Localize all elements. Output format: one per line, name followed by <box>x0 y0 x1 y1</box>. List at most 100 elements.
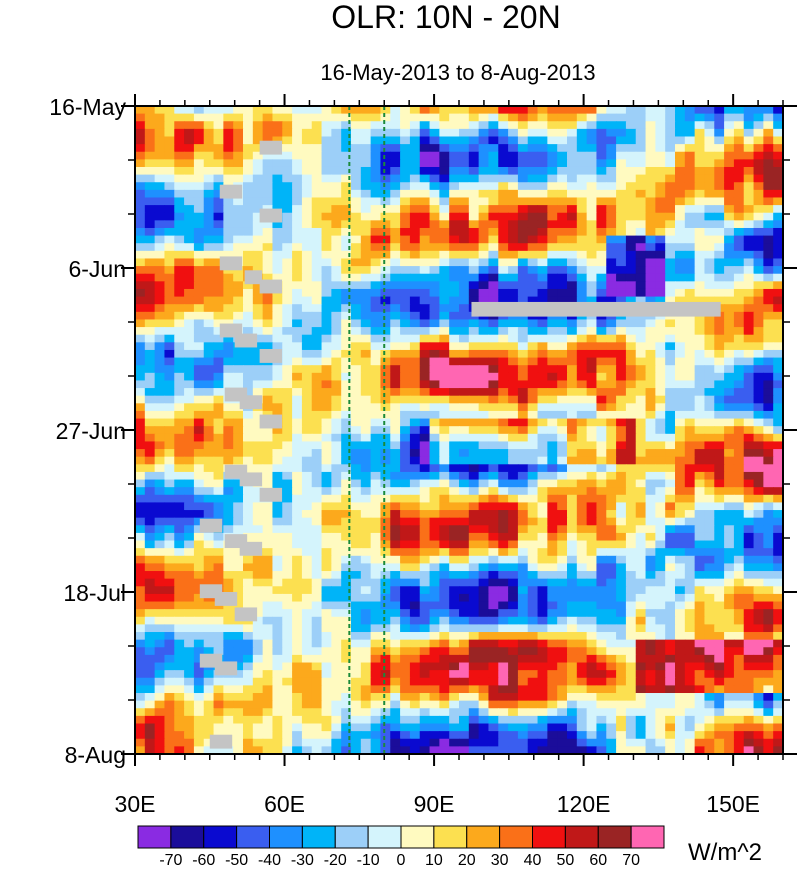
heat-cell <box>203 670 215 679</box>
heat-cell <box>292 365 303 374</box>
heat-cell <box>282 113 293 122</box>
heat-cell <box>351 571 362 580</box>
heat-cell <box>400 456 411 465</box>
heat-cell <box>547 106 558 115</box>
heat-cell <box>714 395 725 404</box>
heat-cell <box>449 197 460 206</box>
heat-cell <box>331 639 342 648</box>
heat-cell <box>537 548 548 557</box>
heat-cell <box>419 235 431 244</box>
heat-cell <box>262 578 274 587</box>
heat-cell <box>459 494 470 504</box>
heat-cell <box>429 334 440 343</box>
heat-cell <box>743 296 755 305</box>
heat-cell <box>184 479 195 488</box>
heat-cell <box>154 647 166 656</box>
heat-cell <box>311 144 323 153</box>
heat-cell <box>606 266 617 275</box>
heat-cell <box>625 479 637 488</box>
heat-cell <box>193 189 205 199</box>
heat-cell <box>311 433 323 443</box>
heat-cell <box>527 197 539 206</box>
heat-cell <box>213 106 224 115</box>
heat-cell <box>586 388 598 397</box>
heat-cell <box>655 388 666 397</box>
heat-cell <box>567 258 578 267</box>
heat-cell <box>203 349 215 359</box>
heat-cell <box>360 136 372 145</box>
heat-cell <box>400 334 411 343</box>
heat-cell <box>380 586 391 595</box>
heat-cell <box>665 334 676 343</box>
heat-cell <box>439 106 450 115</box>
heat-cell <box>449 144 460 153</box>
heat-cell <box>498 235 509 244</box>
heat-cell <box>321 532 332 542</box>
heat-cell <box>213 220 224 229</box>
heat-cell <box>321 182 332 191</box>
heat-cell <box>233 487 244 496</box>
heat-cell <box>301 662 313 671</box>
heat-cell <box>370 632 382 641</box>
heat-cell <box>616 662 627 671</box>
heat-cell <box>596 624 607 633</box>
heat-cell <box>665 578 676 587</box>
heat-cell <box>684 121 696 130</box>
heat-cell <box>508 250 519 260</box>
heat-cell <box>419 296 431 305</box>
heat-cell <box>763 510 774 519</box>
heat-cell <box>370 532 382 542</box>
heat-cell <box>724 212 735 221</box>
heat-cell <box>135 197 146 206</box>
heat-cell <box>694 235 706 244</box>
heat-cell <box>714 189 725 199</box>
heat-cell <box>517 205 529 214</box>
heat-cell <box>419 189 431 199</box>
heat-cell <box>311 471 323 481</box>
heat-cell <box>223 365 234 374</box>
heat-cell <box>488 220 499 229</box>
heat-cell <box>272 601 283 610</box>
heat-cell <box>704 273 715 282</box>
heat-cell <box>282 334 293 343</box>
heat-cell <box>341 616 352 625</box>
heat-cell <box>665 106 676 115</box>
heat-cell <box>625 471 637 481</box>
heat-cell <box>292 571 303 580</box>
heat-cell <box>154 266 166 275</box>
heat-cell <box>341 654 352 664</box>
heat-cell <box>380 403 391 412</box>
heat-cell <box>311 227 323 237</box>
heat-cell <box>370 517 382 526</box>
heat-cell <box>704 540 715 549</box>
heat-cell <box>311 243 323 252</box>
heat-cell <box>753 388 764 397</box>
heat-cell <box>419 410 431 420</box>
heat-cell <box>193 616 205 625</box>
heat-cell <box>508 609 519 618</box>
heat-cell <box>439 342 450 351</box>
heat-cell <box>567 563 578 572</box>
heat-cell <box>272 243 283 252</box>
heat-cell <box>625 464 637 473</box>
heat-cell <box>684 624 696 633</box>
heat-cell <box>409 433 421 443</box>
heat-cell <box>645 189 656 199</box>
heat-cell <box>763 563 774 572</box>
heat-cell <box>724 166 735 176</box>
heat-cell <box>635 578 647 587</box>
heat-cell <box>301 235 313 244</box>
heat-cell <box>213 304 224 313</box>
heat-cell <box>321 540 332 549</box>
heat-cell <box>704 578 715 587</box>
heat-cell <box>733 502 745 511</box>
heat-cell <box>390 654 401 664</box>
heat-cell <box>576 258 588 267</box>
heat-cell <box>773 525 783 534</box>
heat-cell <box>144 227 156 237</box>
heat-cell <box>537 121 548 130</box>
heat-cell <box>763 288 774 298</box>
heat-cell <box>292 372 303 382</box>
heat-cell <box>252 205 264 214</box>
heat-cell <box>606 151 617 160</box>
